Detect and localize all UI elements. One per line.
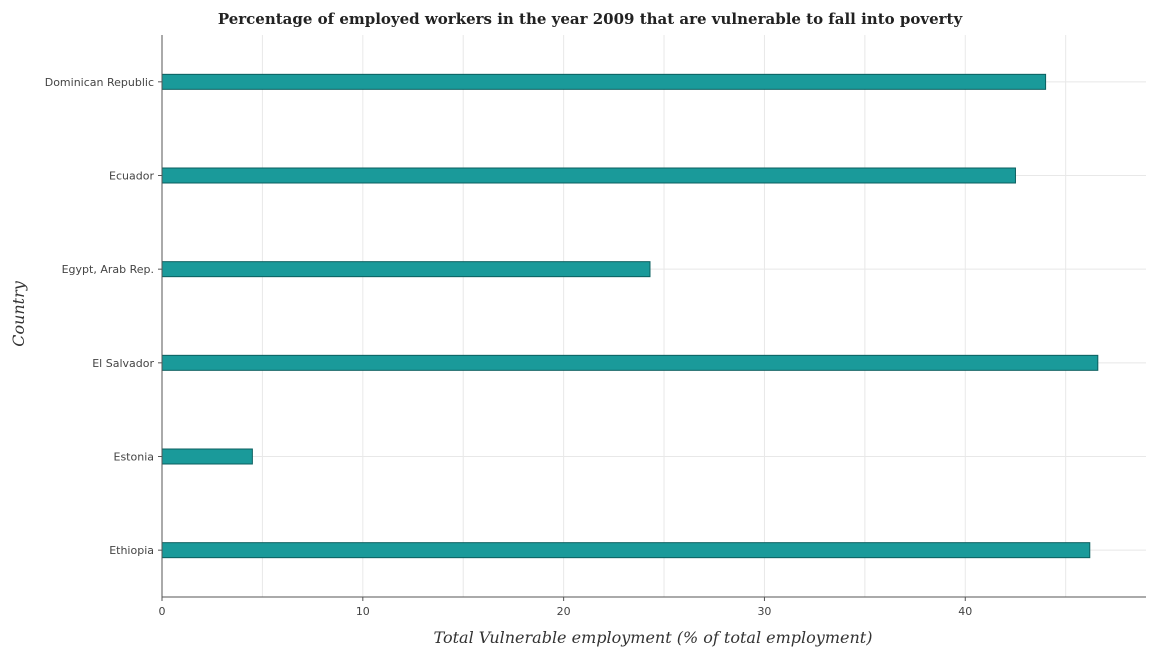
y-tick-label: Estonia — [114, 451, 155, 464]
bars — [161, 73, 1099, 559]
y-tick-label: Ecuador — [109, 170, 154, 183]
x-tick-label: 20 — [557, 605, 571, 618]
grid — [161, 35, 1146, 597]
bar — [161, 73, 1047, 90]
y-tick-label: Egypt, Arab Rep. — [62, 263, 154, 276]
bar — [161, 261, 651, 278]
chart-title: Percentage of employed workers in the ye… — [218, 10, 964, 28]
axes: Dominican Republic Ecuador Egypt, Arab Rep… — [45, 35, 1146, 618]
x-axis-label: Total Vulnerable employment (% of total … — [434, 628, 873, 647]
y-tick-label: Ethiopia — [109, 544, 154, 557]
x-tick-label: 30 — [757, 605, 771, 618]
bar — [161, 448, 253, 465]
x-tick-label: 40 — [958, 605, 972, 618]
bar — [161, 542, 1091, 559]
y-axis-label: Country — [9, 280, 28, 347]
bar — [161, 167, 1016, 184]
y-tick-label: Dominican Republic — [45, 76, 154, 89]
x-tick-label: 10 — [356, 605, 370, 618]
y-tick-label: El Salvador — [92, 357, 154, 370]
bar — [161, 354, 1099, 371]
x-tick-label: 0 — [159, 605, 166, 618]
